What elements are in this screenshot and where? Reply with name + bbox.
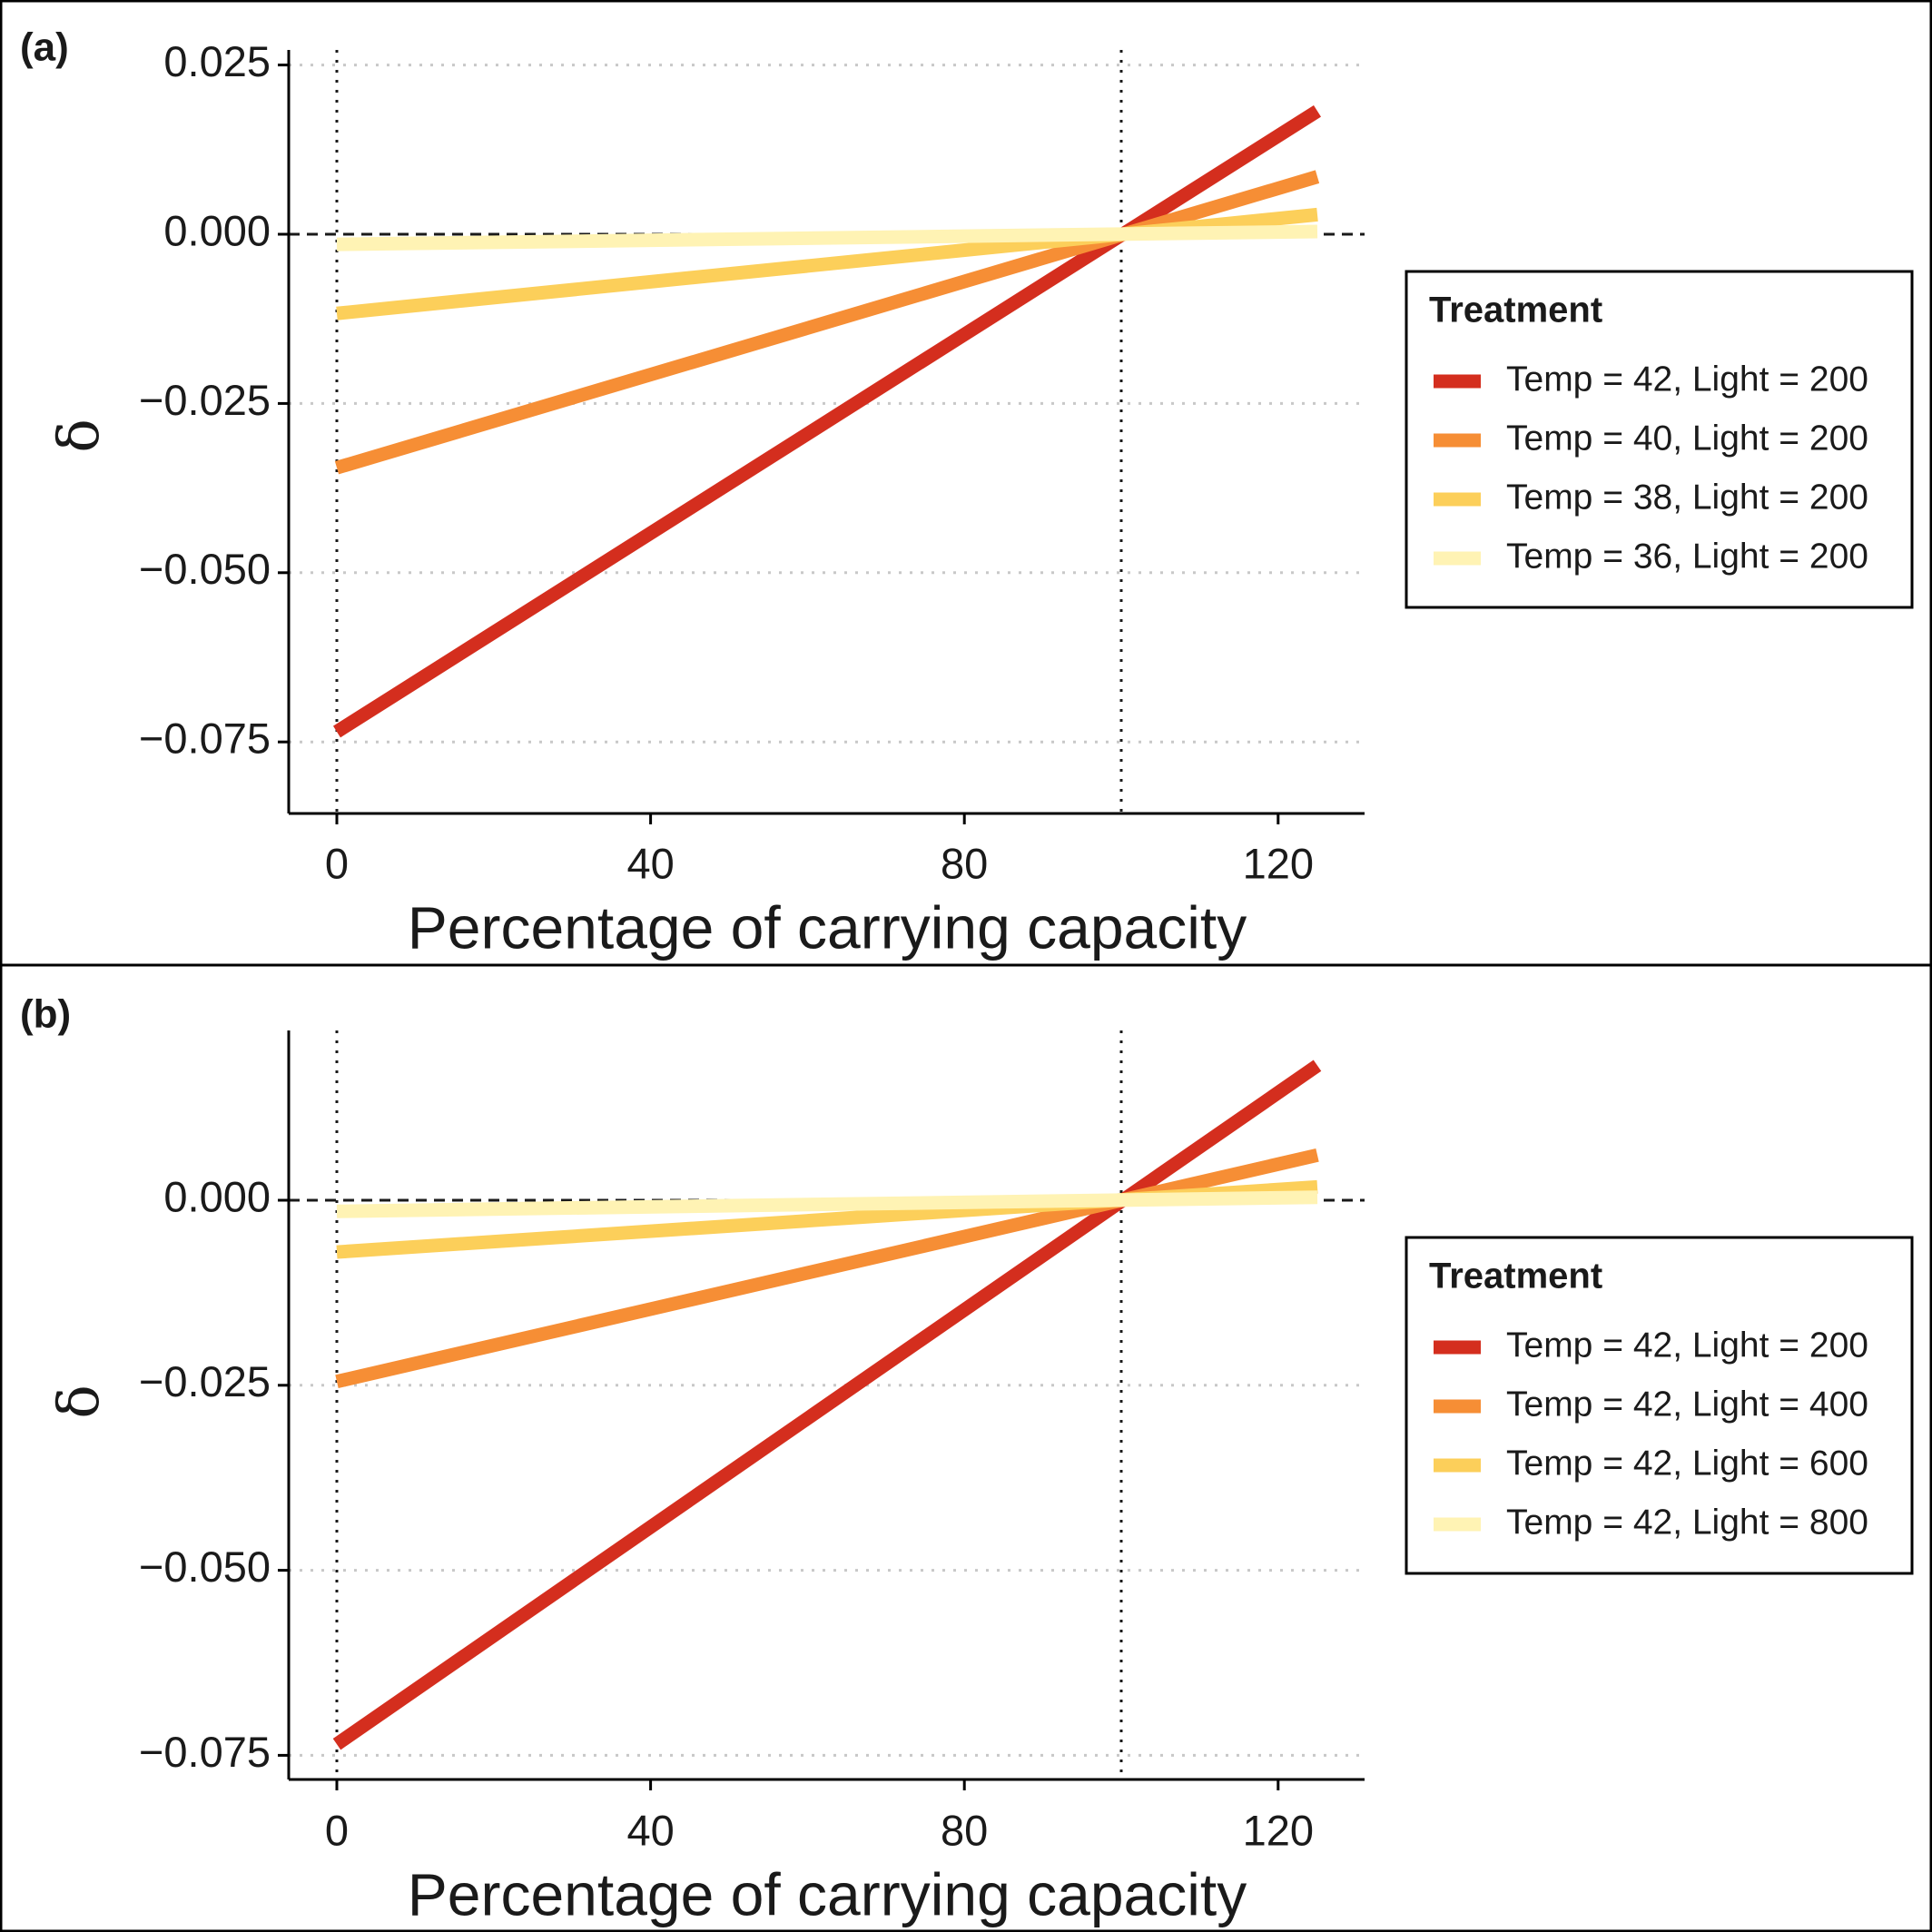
legend-label-3: Temp = 42, Light = 600 — [1506, 1444, 1868, 1483]
legend-box — [1405, 270, 1914, 609]
y-tick-label: 0.000 — [163, 1172, 271, 1220]
series-line-1 — [332, 1060, 1322, 1750]
y-tick-label: −0.025 — [139, 376, 271, 424]
x-tick-label: 40 — [626, 839, 674, 887]
panel-a: (a) 0.025 0.000 −0.025 −0.050 −0.075 0 40 80 120 P… — [20, 25, 1914, 961]
legend-title: Treatment — [1429, 291, 1602, 330]
series-line-4 — [336, 224, 1318, 251]
y-axis-title: δ — [45, 1385, 112, 1418]
panel-b: (b) 0.000 −0.025 −0.050 −0.075 0 40 80 120 Percen… — [20, 992, 1914, 1927]
x-tick-label: 120 — [1243, 1806, 1314, 1854]
x-tick-label: 0 — [325, 839, 349, 887]
y-tick-label: −0.025 — [139, 1357, 271, 1405]
y-tick-label: −0.050 — [139, 1543, 271, 1591]
legend: Treatment Temp = 42, Light = 200 Temp = 40… — [1405, 270, 1914, 609]
legend: Treatment Temp = 42, Light = 200 Temp = 42… — [1405, 1236, 1914, 1575]
x-tick-label: 40 — [626, 1806, 674, 1854]
panel-label: (a) — [20, 25, 69, 70]
legend-label-4: Temp = 42, Light = 800 — [1506, 1503, 1868, 1542]
legend-label-3: Temp = 38, Light = 200 — [1506, 478, 1868, 517]
x-tick-label: 80 — [941, 1806, 988, 1854]
y-tick-label: −0.050 — [139, 545, 271, 593]
panel-label: (b) — [20, 992, 71, 1037]
x-tick-label: 0 — [325, 1806, 349, 1854]
y-axis-title: δ — [45, 419, 112, 452]
y-tick-label: −0.075 — [139, 1728, 271, 1776]
legend-label-2: Temp = 40, Light = 200 — [1506, 419, 1868, 458]
legend-box — [1405, 1236, 1914, 1575]
x-axis-title: Percentage of carrying capacity — [408, 1860, 1247, 1927]
series-line-1 — [332, 104, 1322, 738]
legend-label-1: Temp = 42, Light = 200 — [1506, 1326, 1868, 1365]
y-tick-label: −0.075 — [139, 715, 271, 763]
legend-title: Treatment — [1429, 1257, 1602, 1296]
legend-label-1: Temp = 42, Light = 200 — [1506, 360, 1868, 399]
y-tick-label: 0.025 — [163, 37, 271, 85]
legend-label-4: Temp = 36, Light = 200 — [1506, 537, 1868, 576]
x-axis-title: Percentage of carrying capacity — [408, 893, 1247, 961]
y-tick-label: 0.000 — [163, 206, 271, 254]
x-tick-label: 80 — [941, 839, 988, 887]
x-tick-label: 120 — [1243, 839, 1314, 887]
series-line-4 — [336, 1190, 1318, 1218]
series-line-2 — [335, 1148, 1319, 1389]
legend-label-2: Temp = 42, Light = 400 — [1506, 1385, 1868, 1424]
